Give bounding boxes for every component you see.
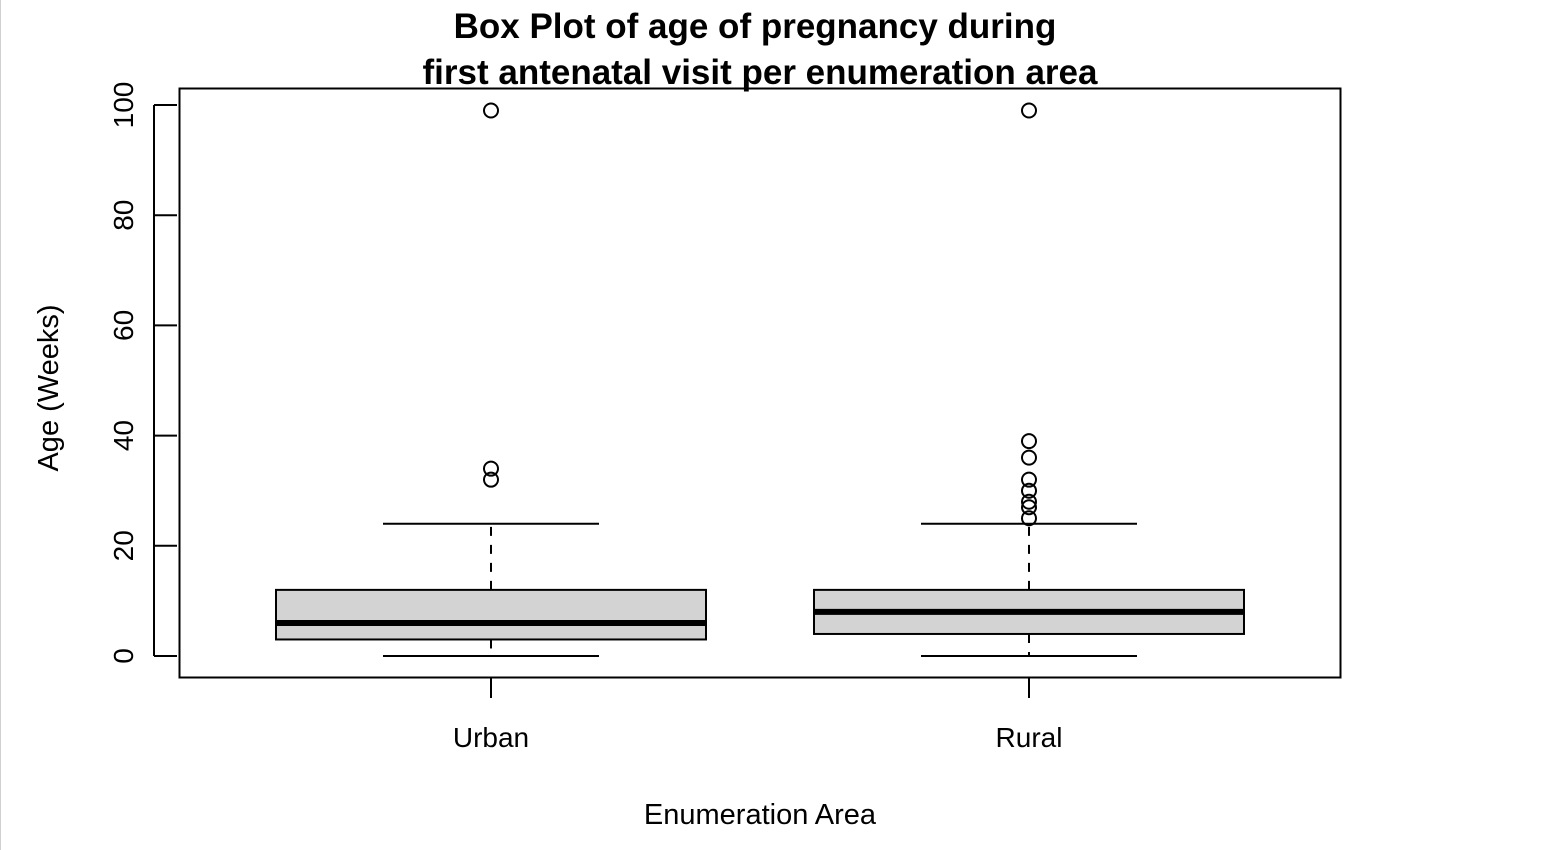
x-axis: Urban Rural — [453, 677, 1063, 753]
outlier-point — [1021, 449, 1037, 466]
y-tick-label: 60 — [108, 310, 139, 341]
box-urban — [275, 102, 707, 657]
box-rural — [813, 102, 1245, 657]
x-axis-label: Enumeration Area — [644, 799, 877, 831]
x-tick-label-urban: Urban — [453, 722, 529, 753]
outlier-point — [1021, 482, 1037, 499]
x-tick-label-rural: Rural — [996, 722, 1063, 753]
outlier-point — [483, 460, 499, 477]
y-tick-label: 40 — [108, 420, 139, 451]
y-tick-label: 80 — [108, 200, 139, 231]
chart-title-line-1: Box Plot of age of pregnancy during — [454, 7, 1057, 46]
outlier-point — [1021, 102, 1037, 119]
outlier-point — [1021, 499, 1037, 516]
y-axis: 0 20 40 60 80 100 — [108, 82, 177, 664]
outlier-point — [483, 102, 499, 119]
outlier-point — [483, 471, 499, 488]
y-tick-label: 0 — [108, 648, 139, 664]
y-tick-label: 20 — [108, 530, 139, 561]
outlier-point — [1021, 493, 1037, 510]
outlier-point — [1021, 471, 1037, 488]
y-axis-label: Age (Weeks) — [33, 304, 65, 471]
outlier-point — [1021, 433, 1037, 450]
boxes-group — [275, 102, 1245, 657]
y-tick-label: 100 — [108, 82, 139, 129]
outlier-point — [1021, 510, 1037, 527]
iqr-box — [275, 588, 707, 641]
chart-title-line-2: first antenatal visit per enumeration ar… — [423, 53, 1098, 92]
plot-frame — [178, 87, 1342, 679]
